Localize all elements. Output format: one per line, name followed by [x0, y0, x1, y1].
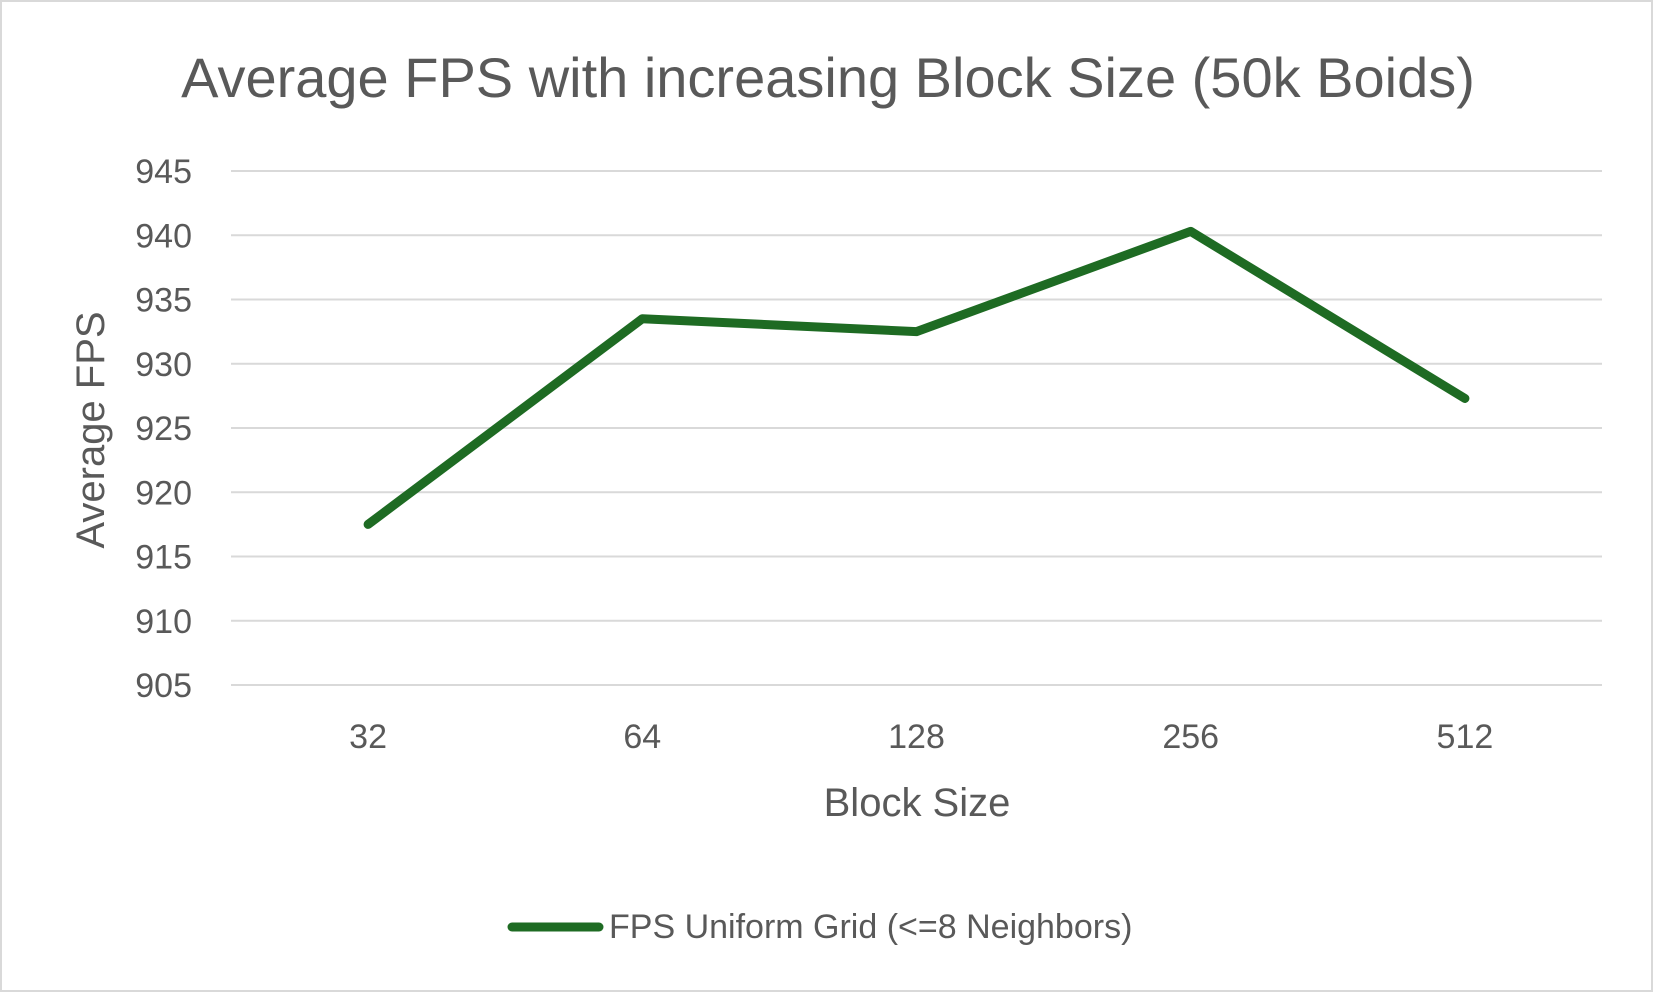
legend: FPS Uniform Grid (<=8 Neighbors) [512, 908, 1132, 946]
x-axis-ticks: 32 64 128 256 512 [349, 718, 1493, 756]
x-tick-label: 256 [1162, 718, 1219, 756]
y-tick-label: 910 [135, 603, 192, 641]
y-tick-label: 915 [135, 539, 192, 577]
y-tick-label: 945 [135, 153, 192, 191]
x-tick-label: 64 [623, 718, 661, 756]
x-tick-label: 32 [349, 718, 387, 756]
y-tick-label: 920 [135, 474, 192, 512]
x-tick-label: 512 [1437, 718, 1494, 756]
y-axis-ticks: 905 910 915 920 925 930 935 940 945 [135, 153, 192, 705]
y-tick-label: 935 [135, 282, 192, 320]
y-tick-label: 905 [135, 667, 192, 705]
chart-title: Average FPS with increasing Block Size (… [181, 46, 1475, 109]
y-tick-label: 925 [135, 410, 192, 448]
x-axis-title: Block Size [824, 781, 1011, 825]
x-tick-label: 128 [888, 718, 945, 756]
legend-label: FPS Uniform Grid (<=8 Neighbors) [609, 908, 1132, 946]
series-line [368, 231, 1465, 524]
gridlines [231, 171, 1602, 685]
y-tick-label: 930 [135, 346, 192, 384]
series-lines [368, 231, 1465, 524]
y-tick-label: 940 [135, 217, 192, 255]
y-axis-title: Average FPS [69, 311, 113, 548]
